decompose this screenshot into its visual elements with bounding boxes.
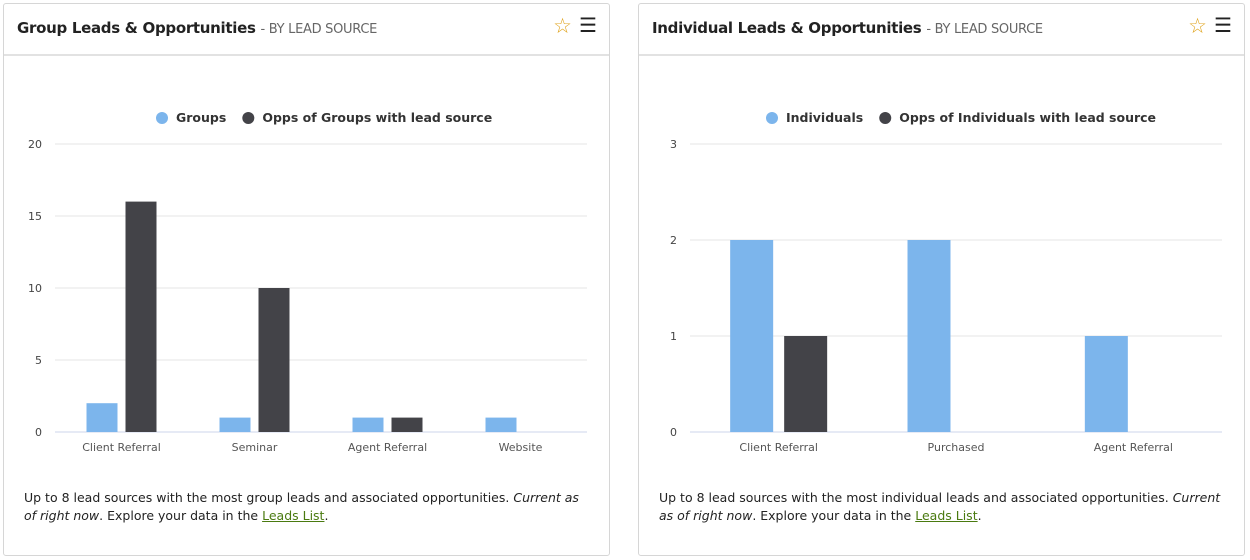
y-tick-label: 15 [28,210,42,223]
panel-header: Group Leads & Opportunities - BY LEAD SO… [4,4,609,56]
legend-marker [156,112,168,124]
bar-leads[interactable] [907,240,951,432]
footer-italic: Current as of right now [659,490,1221,523]
footer-italic: Current as of right now [24,490,579,523]
menu-icon[interactable]: ☰ [1214,13,1232,37]
leads-list-link[interactable]: Leads List [262,508,325,523]
y-tick-label: 2 [670,234,677,247]
x-tick-label: Website [499,441,543,454]
x-tick-label: Seminar [232,441,278,454]
legend-marker [766,112,778,124]
x-tick-label: Client Referral [82,441,161,454]
bar-chart: Groups Opps of Groups with lead source 0 5 1… [28,110,587,454]
bar-leads[interactable] [352,417,384,432]
x-tick-label: Agent Referral [1094,441,1173,454]
legend-marker [242,112,255,124]
bar-leads[interactable] [86,403,118,432]
favorite-star-icon[interactable]: ☆ [553,14,572,38]
y-tick-label: 5 [35,354,42,367]
panel-header: Individual Leads & Opportunities - BY LE… [639,4,1244,56]
footer-text: Up to 8 lead sources with the most group… [24,490,510,505]
individual-leads-panel: Individual Leads & Opportunities - BY LE… [638,3,1245,556]
subtitle: - BY LEAD SOURCE [260,22,378,37]
y-tick-label: 1 [670,330,677,343]
menu-icon[interactable]: ☰ [579,13,597,37]
y-tick-label: 0 [35,426,42,439]
group-leads-panel: Group Leads & Opportunities - BY LEAD SO… [3,3,610,556]
subtitle: - BY LEAD SOURCE [926,22,1043,37]
footer-text2: Explore your data in the [107,508,259,523]
legend-item[interactable]: Groups [176,110,226,125]
legend-item[interactable]: Individuals [786,110,863,125]
footer-text: Up to 8 lead sources with the most indiv… [659,490,1169,505]
bar-leads[interactable] [730,240,774,432]
panel-footer: Up to 8 lead sources with the most indiv… [659,490,1221,523]
bar-leads[interactable] [219,417,251,432]
x-tick-label: Purchased [928,441,985,454]
panel-title: Group Leads & Opportunities - BY LEAD SO… [17,19,377,37]
bar-opps[interactable] [125,201,157,432]
x-tick-label: Agent Referral [348,441,427,454]
favorite-star-icon[interactable]: ☆ [1188,14,1207,38]
leads-list-link[interactable]: Leads List [915,508,978,523]
y-tick-label: 3 [670,138,677,151]
y-tick-label: 10 [28,282,42,295]
legend-item[interactable]: Opps of Groups with lead source [262,110,492,125]
title-text: Individual Leads & Opportunities [652,19,922,37]
bar-opps[interactable] [784,336,828,432]
legend-item[interactable]: Opps of Individuals with lead source [899,110,1156,125]
x-tick-label: Client Referral [739,441,818,454]
panel-title: Individual Leads & Opportunities - BY LE… [652,19,1043,37]
bar-chart: Individuals Opps of Individuals with lead… [670,110,1222,454]
footer-text2: Explore your data in the [760,508,912,523]
bar-opps[interactable] [258,288,290,432]
y-tick-label: 20 [28,138,42,151]
bar-leads[interactable] [1084,336,1128,432]
bar-leads[interactable] [485,417,517,432]
panel-footer: Up to 8 lead sources with the most group… [24,490,579,523]
legend-marker [879,112,892,124]
bar-opps[interactable] [391,417,423,432]
y-tick-label: 0 [670,426,677,439]
title-text: Group Leads & Opportunities [17,19,256,37]
